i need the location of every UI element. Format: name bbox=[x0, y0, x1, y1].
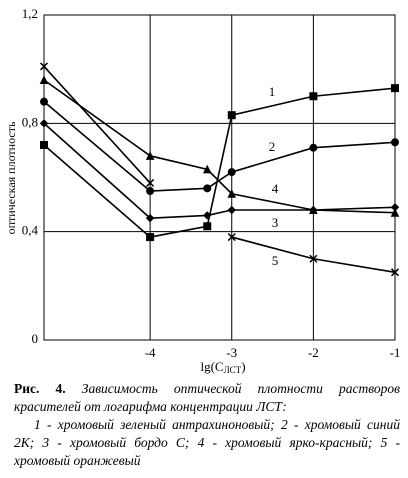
series-line bbox=[43, 87, 396, 238]
marker bbox=[227, 189, 237, 198]
y-tick-label: 0,8 bbox=[22, 114, 38, 129]
y-tick-label: 0 bbox=[32, 331, 39, 346]
marker bbox=[309, 205, 318, 214]
x-tick-label: -4 bbox=[145, 345, 156, 360]
marker bbox=[203, 222, 212, 231]
x-axis-label: lg(CЛСТ) bbox=[200, 359, 245, 375]
series-label: 1 bbox=[269, 84, 276, 99]
marker bbox=[390, 208, 400, 217]
marker bbox=[227, 168, 236, 177]
marker bbox=[227, 205, 236, 215]
marker bbox=[309, 254, 318, 263]
series-label: 2 bbox=[269, 139, 276, 154]
y-tick-label: 1,2 bbox=[22, 6, 38, 21]
marker bbox=[227, 111, 236, 120]
series-line bbox=[43, 79, 396, 214]
marker bbox=[203, 184, 212, 193]
caption-title: Рис. 4. Зависимость оптической плотности… bbox=[14, 380, 400, 416]
marker bbox=[39, 62, 49, 71]
x-label-sub: ЛСТ bbox=[224, 365, 242, 375]
marker bbox=[390, 268, 400, 277]
marker bbox=[391, 138, 399, 147]
marker bbox=[391, 84, 399, 93]
y-tick-label: 0,4 bbox=[22, 223, 39, 238]
series-line bbox=[43, 122, 396, 219]
series-label: 3 bbox=[272, 215, 279, 230]
marker bbox=[145, 213, 155, 223]
marker bbox=[40, 97, 48, 106]
caption-text: Зависимость оптической плотности раствор… bbox=[14, 381, 400, 414]
marker bbox=[309, 143, 318, 152]
caption-legend: 1 - хромовый зеленый антрахиноновый; 2 -… bbox=[14, 417, 400, 468]
marker bbox=[40, 141, 48, 149]
caption-label: Рис. 4. bbox=[14, 381, 66, 396]
marker bbox=[39, 119, 49, 128]
marker bbox=[145, 151, 155, 160]
marker bbox=[309, 92, 318, 101]
marker bbox=[227, 233, 236, 242]
marker bbox=[146, 187, 155, 196]
x-tick-label: -2 bbox=[308, 345, 319, 360]
caption: Рис. 4. Зависимость оптической плотности… bbox=[14, 380, 400, 470]
plot-frame bbox=[43, 14, 396, 341]
marker bbox=[202, 164, 212, 174]
x-label-main: lg(C bbox=[200, 359, 223, 374]
marker bbox=[203, 211, 212, 220]
marker bbox=[39, 75, 49, 84]
marker bbox=[146, 178, 155, 187]
x-label-close: ) bbox=[241, 359, 245, 374]
series-line bbox=[43, 101, 396, 192]
series-label: 4 bbox=[272, 181, 279, 196]
chart: оптическая плотность lg(CЛСТ) 0 0,4 0,8 1,2… bbox=[4, 6, 401, 375]
series-label: 5 bbox=[272, 253, 279, 268]
y-axis-label: оптическая плотность bbox=[4, 121, 18, 234]
x-tick-label: -1 bbox=[390, 345, 401, 360]
x-tick-label: -3 bbox=[226, 345, 237, 360]
marker bbox=[146, 233, 155, 242]
